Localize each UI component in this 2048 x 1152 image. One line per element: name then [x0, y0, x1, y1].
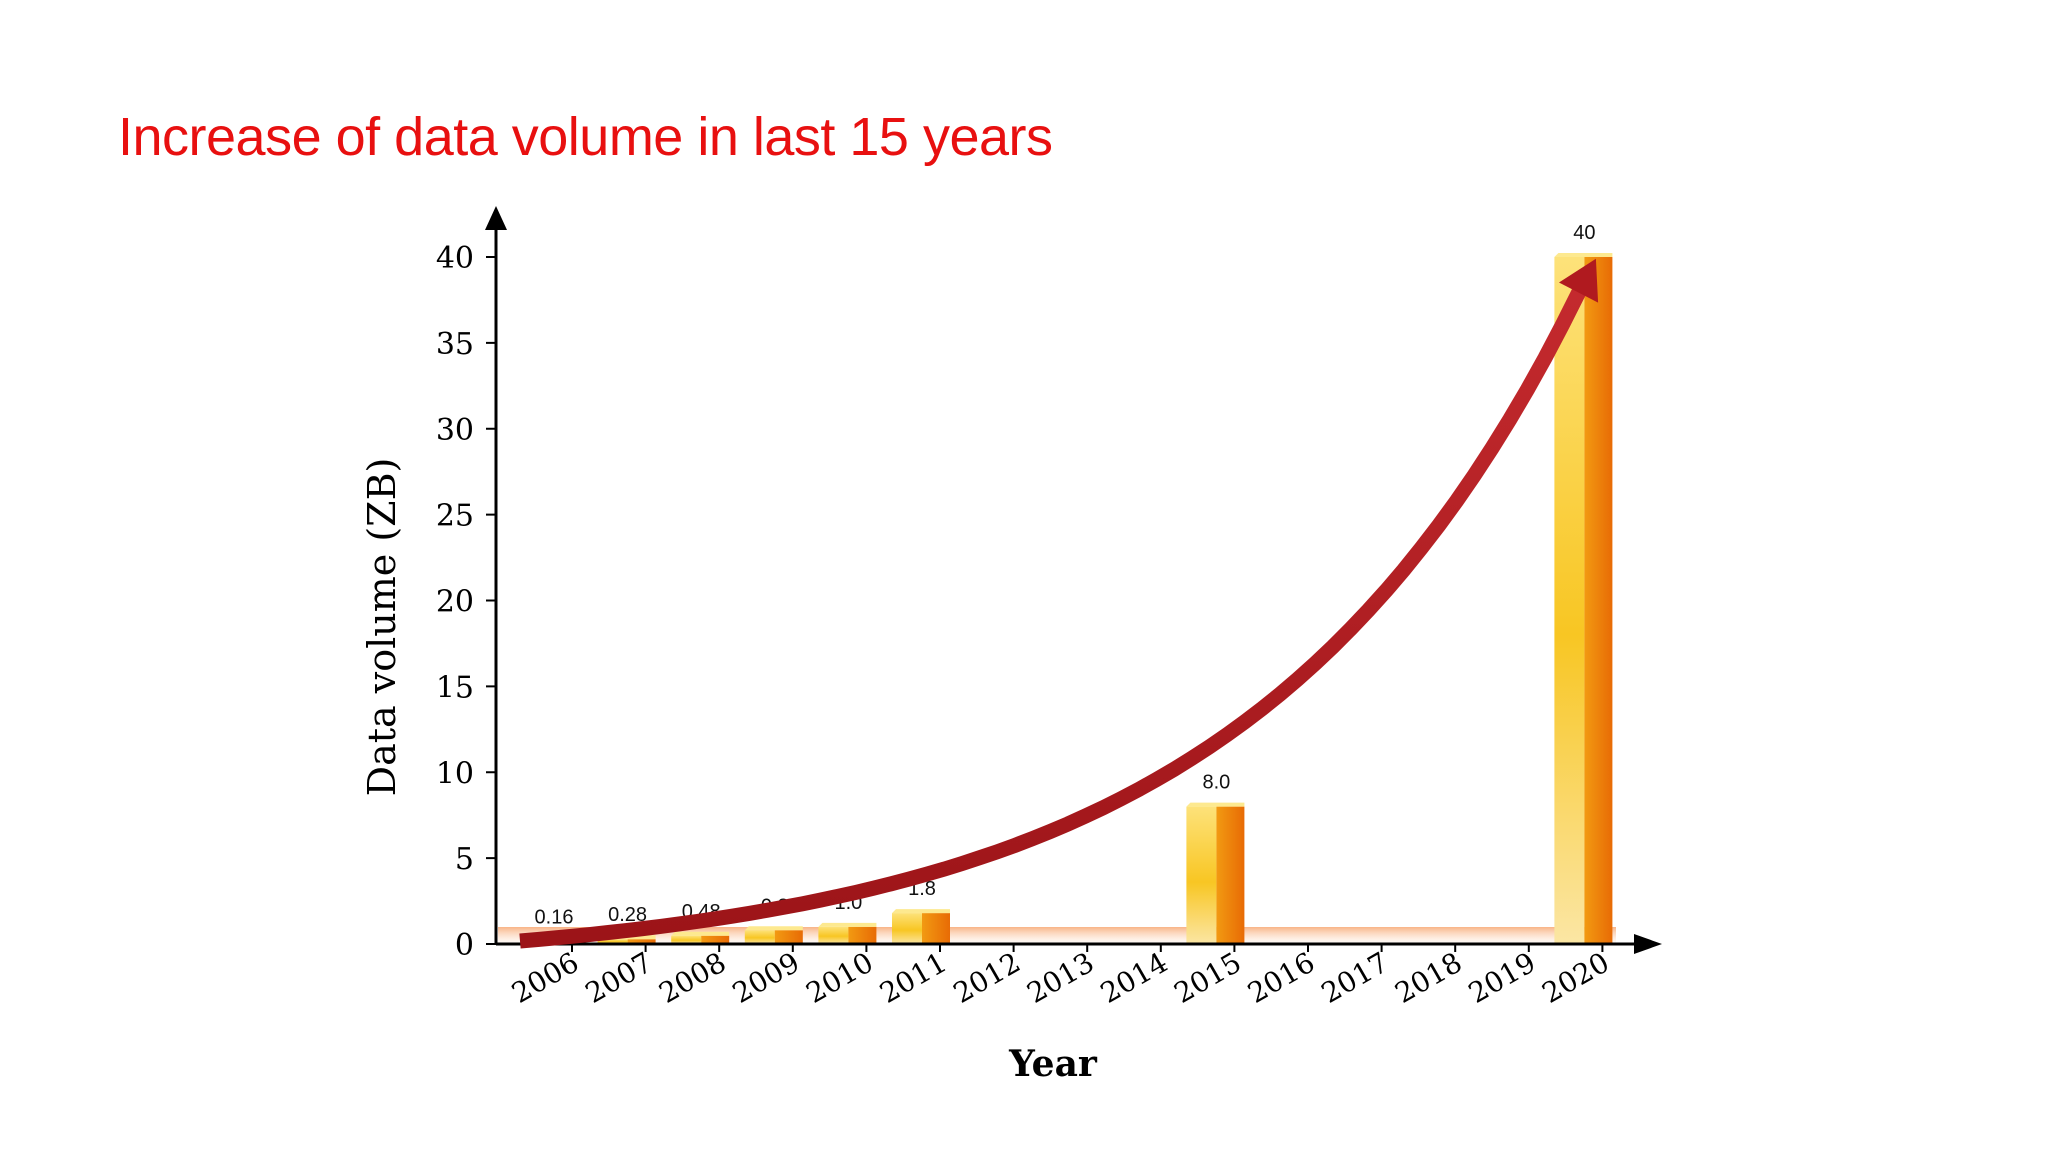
y-axis-arrowhead [485, 206, 507, 230]
x-axis-label: Year [1008, 1043, 1098, 1085]
x-axis-arrowhead [1634, 934, 1662, 954]
bar-front [671, 935, 702, 944]
bar-side [701, 935, 730, 944]
y-tick-label: 25 [436, 499, 474, 534]
bar-side [1584, 257, 1613, 944]
x-tick-label: 2006 [506, 946, 584, 1010]
y-tick-label: 30 [436, 413, 474, 448]
x-tick-label: 2018 [1389, 946, 1467, 1010]
y-tick-label: 35 [436, 327, 474, 362]
x-tick-label: 2009 [727, 946, 805, 1010]
bar [892, 909, 950, 944]
x-tick-label: 2016 [1242, 946, 1320, 1010]
x-tick-label: 2020 [1537, 946, 1615, 1010]
x-tick-label: 2011 [874, 946, 952, 1010]
x-tick-label: 2012 [948, 946, 1026, 1010]
bar-front [1186, 806, 1217, 944]
x-tick-label: 2008 [653, 946, 731, 1010]
y-tick-label: 10 [436, 756, 474, 791]
x-tick-label: 2015 [1169, 946, 1247, 1010]
bar-front [1554, 257, 1585, 944]
bar-side [774, 930, 803, 944]
bar-top [818, 922, 877, 927]
bar-side [1216, 806, 1245, 944]
trend-arrowhead [1559, 258, 1599, 303]
slide-title: Increase of data volume in last 15 years [118, 107, 1053, 167]
bar-front [744, 930, 775, 944]
x-tick-label: 2013 [1021, 946, 1099, 1010]
x-tick-label: 2017 [1316, 946, 1394, 1010]
bar-series [524, 253, 1613, 944]
bar-side [848, 926, 877, 944]
bar-side [627, 939, 656, 944]
bar-top [671, 931, 730, 936]
x-tick-label: 2019 [1463, 946, 1541, 1010]
x-axis-ticks: 2006200720082009201020112012201320142015… [506, 944, 1615, 1010]
y-tick-label: 15 [436, 670, 474, 705]
bar-top [1186, 802, 1245, 807]
bar-top [1554, 253, 1613, 257]
bar-value-label: 0.28 [608, 904, 647, 926]
bar [744, 926, 803, 944]
y-axis-label: Data volume (ZB) [360, 458, 404, 797]
bar [671, 931, 730, 944]
bar-side [922, 913, 950, 944]
bar-value-label: 0.16 [535, 906, 574, 928]
x-tick-label: 2014 [1095, 946, 1173, 1010]
bar-top [744, 926, 803, 931]
bar-front [892, 913, 922, 944]
bar [818, 922, 877, 944]
y-tick-label: 0 [455, 928, 474, 963]
y-tick-label: 5 [455, 842, 474, 877]
bar-front [597, 939, 628, 944]
trend-arrow [519, 285, 1588, 949]
bar-value-label: 40 [1573, 222, 1595, 244]
y-tick-label: 20 [436, 585, 474, 620]
y-axis-ticks: 0 5 10 15 20 25 30 35 40 [436, 241, 496, 963]
bar [1554, 253, 1613, 944]
bar-value-label: 8.0 [1202, 772, 1230, 794]
x-tick-label: 2007 [580, 946, 658, 1010]
y-tick-label: 40 [436, 241, 474, 276]
x-tick-label: 2010 [801, 946, 879, 1010]
bar [1186, 802, 1245, 944]
bar-front [818, 926, 849, 944]
bar-top [892, 909, 950, 914]
